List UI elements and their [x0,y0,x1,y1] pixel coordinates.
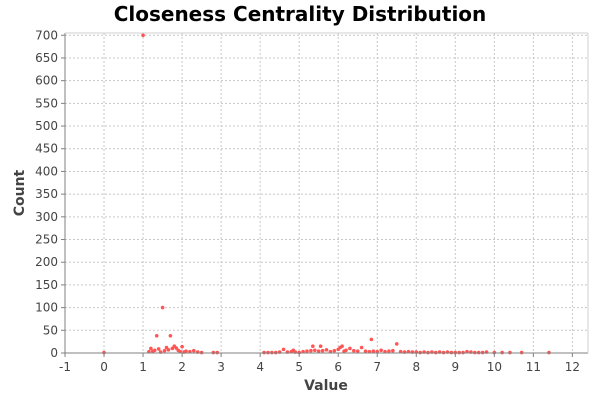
data-point [371,349,376,353]
data-point [352,348,356,353]
data-point [156,347,161,351]
x-tick-label: 8 [412,360,420,374]
data-point [312,348,317,353]
data-point [355,349,360,353]
x-tick-label: 4 [256,360,264,374]
data-point [394,342,399,346]
x-tick-label: 5 [295,360,303,374]
x-tick-label: 10 [487,360,502,374]
y-tick-label: 350 [35,187,58,201]
data-point [191,348,196,353]
y-tick-label: 300 [35,210,58,224]
y-tick-label: 400 [35,164,58,178]
data-point [180,344,184,349]
axes [64,32,589,354]
x-tick-label: 2 [178,360,186,374]
y-tick-label: 200 [35,255,58,269]
y-tick-label: 250 [35,233,58,247]
data-point [348,346,352,351]
y-tick-label: 550 [35,96,58,110]
data-point [387,349,391,353]
data-point [340,344,344,348]
data-point [162,348,167,353]
x-tick-label: 1 [139,360,147,374]
data-point [149,346,153,351]
y-tick-label: 500 [35,119,58,133]
x-tick-label: 9 [451,360,459,374]
x-tick-label: 7 [373,360,381,374]
x-tick-label: 3 [217,360,225,374]
data-point [318,344,323,348]
data-point [184,349,188,353]
data-point [166,348,171,352]
plot-background [65,33,588,353]
chart-title: Closeness Centrality Distribution [114,2,487,26]
data-point [152,348,157,353]
x-tick-label: 12 [565,360,580,374]
x-tick-label: 11 [526,360,541,374]
x-axis-label: Value [304,378,348,394]
x-tick-label: -1 [59,360,71,374]
y-axis-ticks: 0 50 100 150 200 250 300 350 400 450 500 550 600 650 7… [35,28,65,360]
data-point [332,348,337,353]
y-tick-label: 50 [43,323,58,337]
data-point [305,349,309,353]
data-point [160,305,165,310]
y-tick-label: 450 [35,142,58,156]
data-point [309,348,313,353]
data-point [141,33,145,38]
y-tick-label: 650 [35,51,58,65]
data-point [154,333,159,338]
y-axis-label: Count [12,169,28,216]
data-point [320,348,325,353]
data-point [316,349,321,353]
y-tick-label: 600 [35,74,58,88]
data-point [391,348,395,353]
x-tick-label: 0 [100,360,108,374]
y-tick-label: 0 [50,346,58,360]
y-tick-label: 100 [35,301,58,315]
y-tick-label: 150 [35,278,58,292]
data-point [324,348,329,352]
data-point [359,345,364,350]
data-point [379,348,383,353]
x-tick-label: 6 [334,360,342,374]
data-point [344,348,348,353]
data-point [369,337,374,342]
x-gridlines [64,33,573,353]
data-point [168,333,173,338]
x-axis-ticks: -1 0 1 2 3 4 5 6 7 8 9 10 11 12 [59,353,580,374]
data-point [363,349,368,353]
data-point [311,344,315,348]
data-point [281,347,286,352]
y-tick-label: 700 [35,28,58,42]
plot-area [64,33,588,355]
